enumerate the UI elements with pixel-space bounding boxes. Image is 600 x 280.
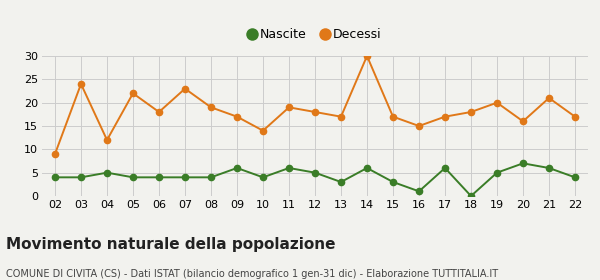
Legend: Nascite, Decessi: Nascite, Decessi (244, 23, 386, 46)
Text: COMUNE DI CIVITA (CS) - Dati ISTAT (bilancio demografico 1 gen-31 dic) - Elabora: COMUNE DI CIVITA (CS) - Dati ISTAT (bila… (6, 269, 498, 279)
Text: Movimento naturale della popolazione: Movimento naturale della popolazione (6, 237, 335, 252)
